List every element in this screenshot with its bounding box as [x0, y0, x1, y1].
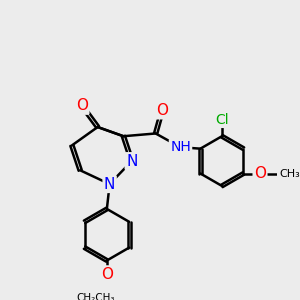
- Text: N: N: [104, 177, 115, 192]
- Text: N: N: [126, 154, 137, 169]
- Text: O: O: [76, 98, 88, 113]
- Text: NH: NH: [170, 140, 191, 154]
- Text: O: O: [101, 267, 113, 282]
- Text: CH₃: CH₃: [279, 169, 300, 178]
- Text: Cl: Cl: [215, 113, 229, 127]
- Text: O: O: [156, 103, 168, 118]
- Text: CH₂CH₃: CH₂CH₃: [76, 293, 115, 300]
- Text: O: O: [254, 166, 266, 181]
